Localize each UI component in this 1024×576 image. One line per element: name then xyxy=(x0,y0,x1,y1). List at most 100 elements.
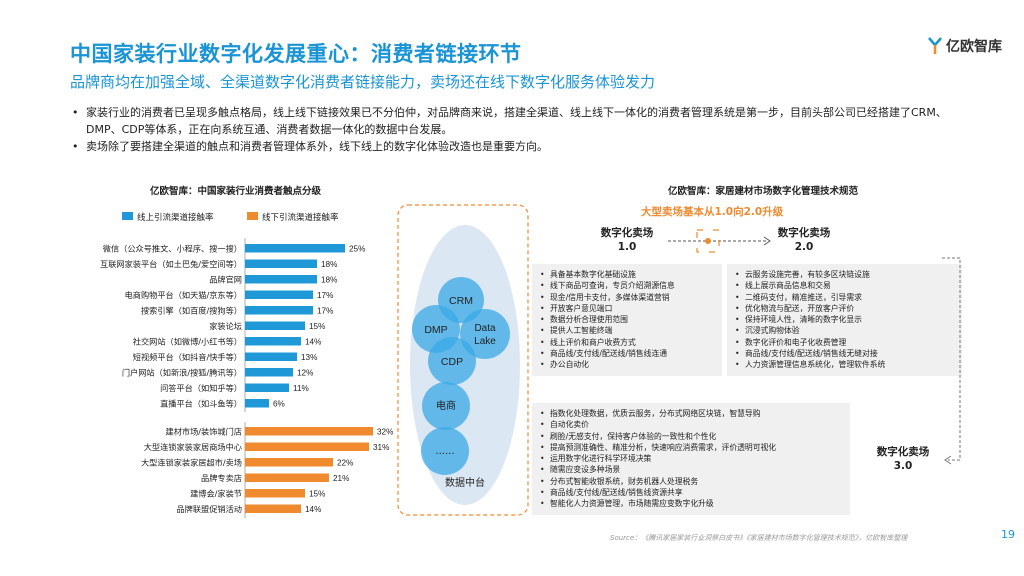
label-crm: CRM xyxy=(449,295,473,307)
bar-online xyxy=(245,306,313,315)
right-title: 亿欧智库：家居建材市场数字化管理技术规范 xyxy=(668,186,859,197)
feature-item: 云服务设施完善，有较多区块链设施 xyxy=(735,269,954,281)
category-label: 大型连锁家装家居商场中心 xyxy=(144,442,242,452)
feature-item: 二维码支付，精准推送，引导需求 xyxy=(735,292,954,304)
bar-online xyxy=(245,244,345,253)
category-label: 问答平台（如知乎等） xyxy=(160,383,242,393)
feature-item: 办公自动化 xyxy=(540,359,714,371)
bar-offline xyxy=(245,442,369,451)
category-label: 搜索引擎（如百度/搜狗等） xyxy=(141,306,242,316)
feature-item: 沉浸式购物体验 xyxy=(735,325,954,337)
bullet-item: 家装行业的消费者已呈现多触点格局，线上线下链接效果已不分伯仲，对品牌商来说，搭建… xyxy=(70,104,970,138)
category-label: 家装论坛 xyxy=(209,321,242,331)
category-label: 品牌官网 xyxy=(209,275,242,285)
label-dmp: DMP xyxy=(424,324,447,336)
feature-item: 指数化处理数据，优质云服务，分布式网络区块链，智慧导购 xyxy=(540,408,842,420)
stage-1-ver: 1.0 xyxy=(617,241,637,253)
feature-item: 开放客户意见端口 xyxy=(540,303,714,315)
legend-swatch xyxy=(247,212,258,220)
stage-2-ver: 2.0 xyxy=(794,241,814,253)
value-label: 11% xyxy=(293,384,309,393)
stage-1-features: 具备基本数字化基础设施 线下商品可查询，专员介绍溯源信息 现金/信用卡支付，多媒… xyxy=(532,264,722,376)
middle-caption: 数据中台 xyxy=(445,476,485,489)
category-label: 建材市场/装饰城门店 xyxy=(166,427,242,437)
page-subtitle: 品牌商均在加强全域、全渠道数字化消费者链接能力，卖场还在线下数字化服务体验发力 xyxy=(70,73,656,91)
category-label: 微信（公众号推文、小程序、搜一搜） xyxy=(103,244,242,254)
label-cdp: CDP xyxy=(441,356,463,368)
feature-item: 保持环境人性，清晰的数字化显示 xyxy=(735,314,954,326)
feature-item: 运用数字化进行科学环境决策 xyxy=(540,453,842,465)
circle-ecommerce xyxy=(422,382,470,430)
category-label: 短视频平台（如抖音/快手等） xyxy=(133,352,242,362)
stage-1-name: 数字化卖场 xyxy=(600,227,654,239)
bar-online xyxy=(245,290,313,299)
value-label: 18% xyxy=(321,276,337,285)
feature-item: 分布式智能收银系统，财务机器人处理税务 xyxy=(540,476,842,488)
legend-swatch xyxy=(122,212,133,220)
value-label: 17% xyxy=(317,291,333,300)
feature-item: 商品线/支付线/配送线/销售线资源共享 xyxy=(540,487,842,499)
value-label: 31% xyxy=(373,443,389,452)
feature-item: 数据分析合理使用范围 xyxy=(540,314,714,326)
circle-cdp xyxy=(428,337,476,385)
value-label: 15% xyxy=(309,322,325,331)
feature-item: 线上评价和商户收费方式 xyxy=(540,337,714,349)
feature-item: 提高预测准确性、精准分析，快速响应消费需求，评价透明可视化 xyxy=(540,442,842,454)
feature-item: 具备基本数字化基础设施 xyxy=(540,269,714,281)
label-ecommerce: 电商 xyxy=(436,399,456,412)
category-label: 互联网家装平台（如土巴兔/爱空间等） xyxy=(100,259,242,269)
bar-offline xyxy=(245,473,329,482)
page-title: 中国家装行业数字化发展重心：消费者链接环节 xyxy=(70,42,522,66)
bar-online xyxy=(245,337,301,346)
feature-item: 刷脸/无感支付，保持客户体验的一致性和个性化 xyxy=(540,431,842,443)
data-middle-platform-diagram: CRM DMP Data Lake CDP 电商 ...... 数据中台 xyxy=(397,204,529,516)
value-label: 21% xyxy=(333,474,349,483)
stage-2-name: 数字化卖场 xyxy=(777,227,831,239)
value-label: 17% xyxy=(317,307,333,316)
brand-logo: 亿欧智库 xyxy=(928,36,1002,56)
category-label: 品牌联盟促销活动 xyxy=(176,504,242,514)
category-label: 大型连锁家装家居超市/卖场 xyxy=(141,458,242,468)
value-label: 15% xyxy=(309,490,325,499)
feature-item: 线上展示商品信息和交易 xyxy=(735,280,954,292)
source-note: Source：《腾讯家居家装行业洞察白皮书》《家居建材市场数字化管理技术规范》，… xyxy=(610,534,908,542)
legend-label: 线下引流渠道接触率 xyxy=(262,212,339,223)
category-label: 电商购物平台（如天猫/京东等） xyxy=(125,290,242,300)
feature-item: 商品线/支付线/配送线/销售线无缝对接 xyxy=(735,348,954,360)
upgrade-arrow-icon xyxy=(668,229,771,253)
value-label: 25% xyxy=(349,245,365,254)
category-label: 直播平台（如斗鱼等） xyxy=(160,399,242,409)
bar-offline xyxy=(245,504,301,513)
feature-item: 自动化卖价 xyxy=(540,419,842,431)
label-more: ...... xyxy=(435,446,454,457)
circle-data-lake xyxy=(460,309,510,359)
stage-3-ver: 3.0 xyxy=(893,460,913,472)
stage-3-label: 数字化卖场 3.0 xyxy=(868,445,938,473)
category-label: 社交网站（如微博/小红书等） xyxy=(133,337,242,347)
bar-online xyxy=(245,275,317,284)
stage-3-features: 指数化处理数据，优质云服务，分布式网络区块链，智慧导购 自动化卖价 刷脸/无感支… xyxy=(532,403,850,515)
bar-online xyxy=(245,368,293,377)
stage-connector-arrow-icon xyxy=(942,257,961,465)
bar-online xyxy=(245,259,317,268)
feature-item: 提供人工智能终端 xyxy=(540,325,714,337)
intro-bullets: 家装行业的消费者已呈现多触点格局，线上线下链接效果已不分伯仲，对品牌商来说，搭建… xyxy=(70,104,970,155)
stage-2-features: 云服务设施完善，有较多区块链设施 线上展示商品信息和交易 二维码支付，精准推送，… xyxy=(727,264,962,376)
category-label: 建博会/家装节 xyxy=(190,489,242,499)
value-label: 14% xyxy=(305,505,321,514)
value-label: 6% xyxy=(273,400,285,409)
bar-offline xyxy=(245,489,305,498)
value-label: 32% xyxy=(377,428,393,437)
stage-1-label: 数字化卖场 1.0 xyxy=(592,226,662,254)
bar-online xyxy=(245,352,297,361)
logo-text: 亿欧智库 xyxy=(946,39,1002,55)
logo-icon xyxy=(928,37,942,54)
label-data-lake-2: Lake xyxy=(474,336,496,347)
dashed-frame xyxy=(397,204,529,516)
value-label: 22% xyxy=(337,459,353,468)
page-number: 19 xyxy=(1001,528,1015,541)
value-label: 12% xyxy=(297,369,313,378)
chart-title: 亿欧智库：中国家装行业消费者触点分级 xyxy=(150,186,322,197)
feature-item: 智能化人力资源管理，市场随需应变数字化升级 xyxy=(540,498,842,510)
